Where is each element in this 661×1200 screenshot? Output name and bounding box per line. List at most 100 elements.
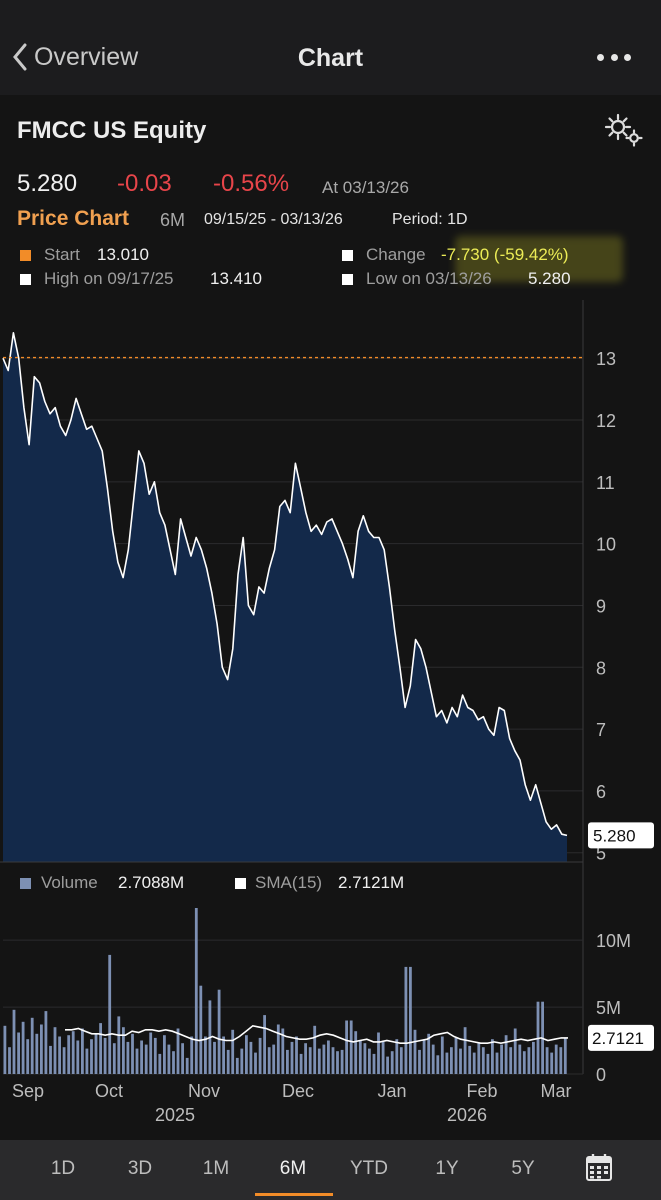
x-year-label: 2026 — [447, 1105, 487, 1125]
volume-bar — [345, 1020, 348, 1074]
volume-bar — [94, 1033, 98, 1074]
volume-bar — [49, 1045, 52, 1074]
volume-bar — [372, 1053, 376, 1074]
volume-bar — [299, 1053, 303, 1074]
more-dots-icon[interactable] — [597, 50, 631, 64]
volume-bar — [545, 1047, 549, 1074]
start-legend-square — [20, 250, 31, 261]
calendar-icon[interactable] — [586, 1154, 612, 1181]
highlight-mark — [455, 236, 623, 282]
stat-high-label: High on 09/17/25 — [44, 269, 174, 288]
volume-bar — [431, 1044, 435, 1074]
volume-bar — [454, 1037, 458, 1074]
volume-bar — [44, 1011, 48, 1074]
volume-legend: Volume 2.7088M SMA(15) 2.7121M — [20, 873, 620, 895]
tab-5y[interactable]: 5Y — [511, 1158, 535, 1179]
volume-value: 2.7088M — [118, 873, 185, 892]
volume-bar — [53, 1027, 57, 1074]
price-line — [2, 332, 568, 837]
volume-bar — [500, 1044, 503, 1074]
volume-bar — [144, 1044, 148, 1074]
volume-bar — [404, 966, 408, 1074]
tab-6m[interactable]: 6M — [279, 1158, 307, 1179]
volume-bar — [518, 1044, 522, 1074]
volume-bar — [240, 1048, 244, 1074]
volume-bar — [108, 954, 112, 1074]
volume-bar — [254, 1052, 257, 1074]
volume-label: Volume — [41, 873, 98, 892]
sma-value-tag-label: 2.7121 — [592, 1029, 644, 1048]
stat-start: Start 13.010 — [20, 245, 320, 267]
volume-bar — [550, 1052, 554, 1074]
chart-range: 6M — [160, 210, 186, 230]
gears-icon[interactable] — [603, 113, 645, 149]
volume-bar — [317, 1048, 321, 1074]
volume-bar — [450, 1047, 453, 1074]
volume-bar — [176, 1028, 180, 1074]
price-tick-label: 13 — [596, 349, 616, 369]
price-tick-label: 8 — [596, 658, 606, 678]
volume-bar — [213, 1041, 216, 1074]
sma-label: SMA(15) — [255, 873, 323, 892]
volume-bar — [440, 1036, 444, 1074]
sma-legend-square — [235, 878, 246, 889]
stat-change: Change -7.730 (-59.42%) — [342, 245, 642, 267]
volume-bar — [67, 1035, 71, 1074]
volume-bar — [413, 1029, 417, 1074]
volume-bar — [163, 1035, 166, 1074]
volume-tick-label: 5M — [596, 998, 621, 1018]
tab-3d[interactable]: 3D — [127, 1158, 153, 1179]
volume-bar — [368, 1048, 371, 1074]
x-tick-label: Dec — [282, 1081, 314, 1101]
tab-ytd[interactable]: YTD — [350, 1158, 388, 1179]
volume-bar — [149, 1032, 153, 1074]
volume-bar — [81, 1028, 84, 1074]
volume-bar — [313, 1025, 317, 1074]
volume-bar — [495, 1052, 499, 1074]
as-of-date: At 03/13/26 — [322, 178, 409, 197]
volume-bar — [226, 1049, 230, 1074]
volume-bar — [386, 1056, 389, 1074]
volume-bar — [258, 1037, 262, 1074]
volume-bar — [76, 1040, 80, 1074]
volume-bar — [445, 1052, 449, 1074]
volume-bar — [217, 989, 221, 1074]
stat-change-value: -7.730 (-59.42%) — [441, 245, 569, 264]
volume-bar — [122, 1027, 125, 1074]
net-change: -0.03 — [117, 170, 172, 197]
active-tab-indicator — [255, 1193, 333, 1196]
volume-bar — [153, 1037, 157, 1074]
price-volume-chart[interactable]: 5 6 7 8 9 10 11 12 13 5.280 0 5M 10M 2.7121 Sep Oct Nov D… — [0, 0, 661, 1140]
volume-bar — [90, 1039, 93, 1074]
tab-1y[interactable]: 1Y — [435, 1158, 459, 1179]
volume-bar — [427, 1033, 431, 1074]
volume-bar — [245, 1035, 248, 1074]
volume-bar — [103, 1037, 107, 1074]
tab-1m[interactable]: 1M — [202, 1158, 230, 1179]
volume-bar — [463, 1027, 467, 1074]
tab-1d[interactable]: 1D — [50, 1158, 76, 1179]
volume-bar — [418, 1049, 421, 1074]
volume-bar — [409, 966, 412, 1074]
volume-bar — [363, 1043, 367, 1074]
volume-bar — [527, 1047, 531, 1074]
x-tick-label: Sep — [12, 1081, 44, 1101]
volume-bar — [140, 1040, 143, 1074]
volume-bar — [336, 1051, 339, 1074]
volume-bar — [377, 1032, 380, 1074]
chart-type-label[interactable]: Price Chart — [17, 207, 130, 230]
volume-bar — [459, 1048, 462, 1074]
volume-bar — [354, 1031, 358, 1074]
volume-legend-square — [20, 878, 31, 889]
volume-bar — [513, 1028, 517, 1074]
volume-bar — [559, 1047, 563, 1074]
volume-bar — [181, 1043, 184, 1074]
volume-bar — [30, 1017, 34, 1074]
price-tick-label: 11 — [596, 473, 615, 493]
last-price-tag-label: 5.280 — [593, 826, 636, 845]
volume-bar — [112, 1043, 116, 1074]
back-button[interactable]: Overview — [12, 42, 138, 72]
volume-bar — [322, 1044, 326, 1074]
volume-bar — [563, 1037, 567, 1074]
volume-bar — [308, 1047, 312, 1074]
